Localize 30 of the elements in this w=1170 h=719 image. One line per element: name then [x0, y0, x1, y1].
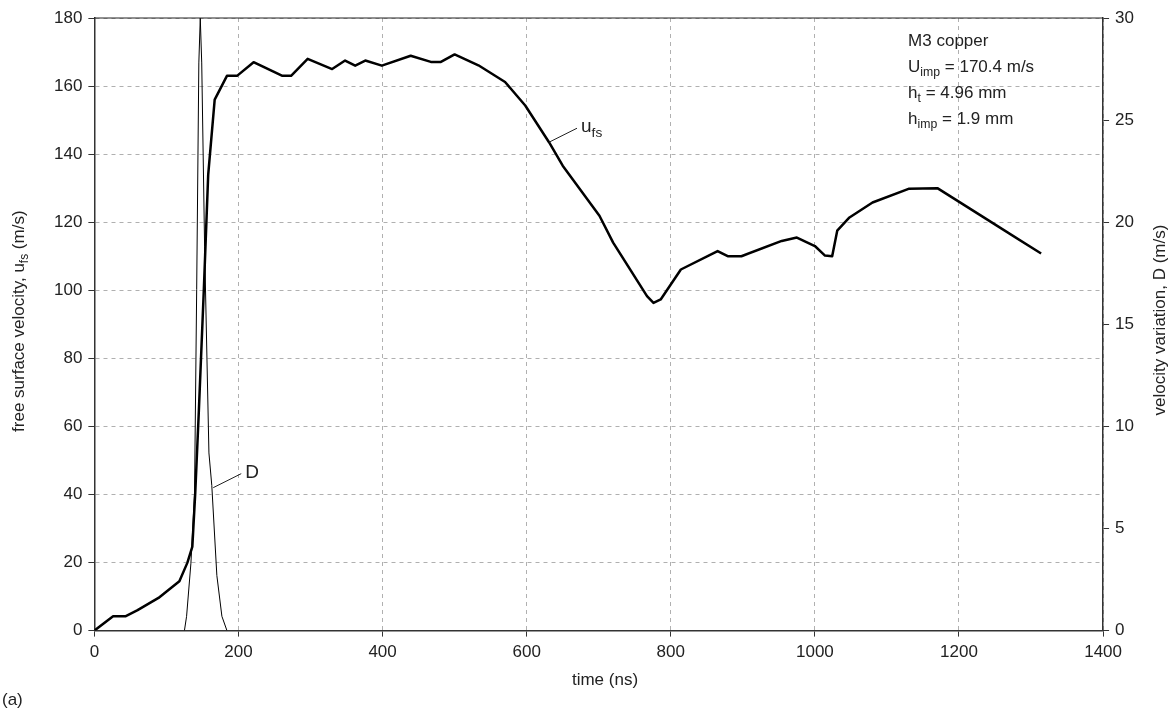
y-tick-label: 0: [72, 620, 83, 640]
y2-axis-title: velocity variation, D (m/s): [1150, 223, 1170, 418]
y-tick-label: 40: [63, 484, 83, 504]
text: (a): [2, 690, 23, 710]
y-tick-label: 140: [53, 143, 83, 163]
x-tick-label: 1400: [1084, 642, 1122, 662]
y2-tick-label: 30: [1115, 7, 1135, 27]
y-tick-label: 100: [53, 279, 83, 299]
y2-tick-label: 20: [1115, 211, 1135, 231]
y2-tick-label: 10: [1115, 416, 1135, 436]
y-tick-label: 20: [63, 552, 83, 572]
y2-tick-label: 0: [1115, 620, 1125, 640]
y-tick-label: 160: [53, 75, 83, 95]
x-tick-label: 0: [89, 642, 100, 662]
y2-tick-label: 25: [1115, 109, 1135, 129]
y-tick-label: 120: [53, 211, 83, 231]
x-tick-label: 1200: [940, 642, 978, 662]
x-tick-label: 800: [656, 642, 685, 662]
x-tick-label: 200: [224, 642, 253, 662]
x-tick-label: 400: [368, 642, 397, 662]
y-tick-label: 180: [53, 7, 83, 27]
y-tick-label: 80: [63, 348, 83, 368]
y2-tick-label: 15: [1115, 313, 1135, 333]
annotation: D: [245, 460, 259, 482]
x-tick-label: 600: [512, 642, 541, 662]
y2-tick-label: 5: [1115, 518, 1125, 538]
x-axis-title: time (ns): [570, 670, 640, 690]
x-tick-label: 1000: [795, 642, 834, 662]
y-tick-label: 60: [63, 416, 83, 436]
annotation: M3 copper: [908, 31, 989, 50]
